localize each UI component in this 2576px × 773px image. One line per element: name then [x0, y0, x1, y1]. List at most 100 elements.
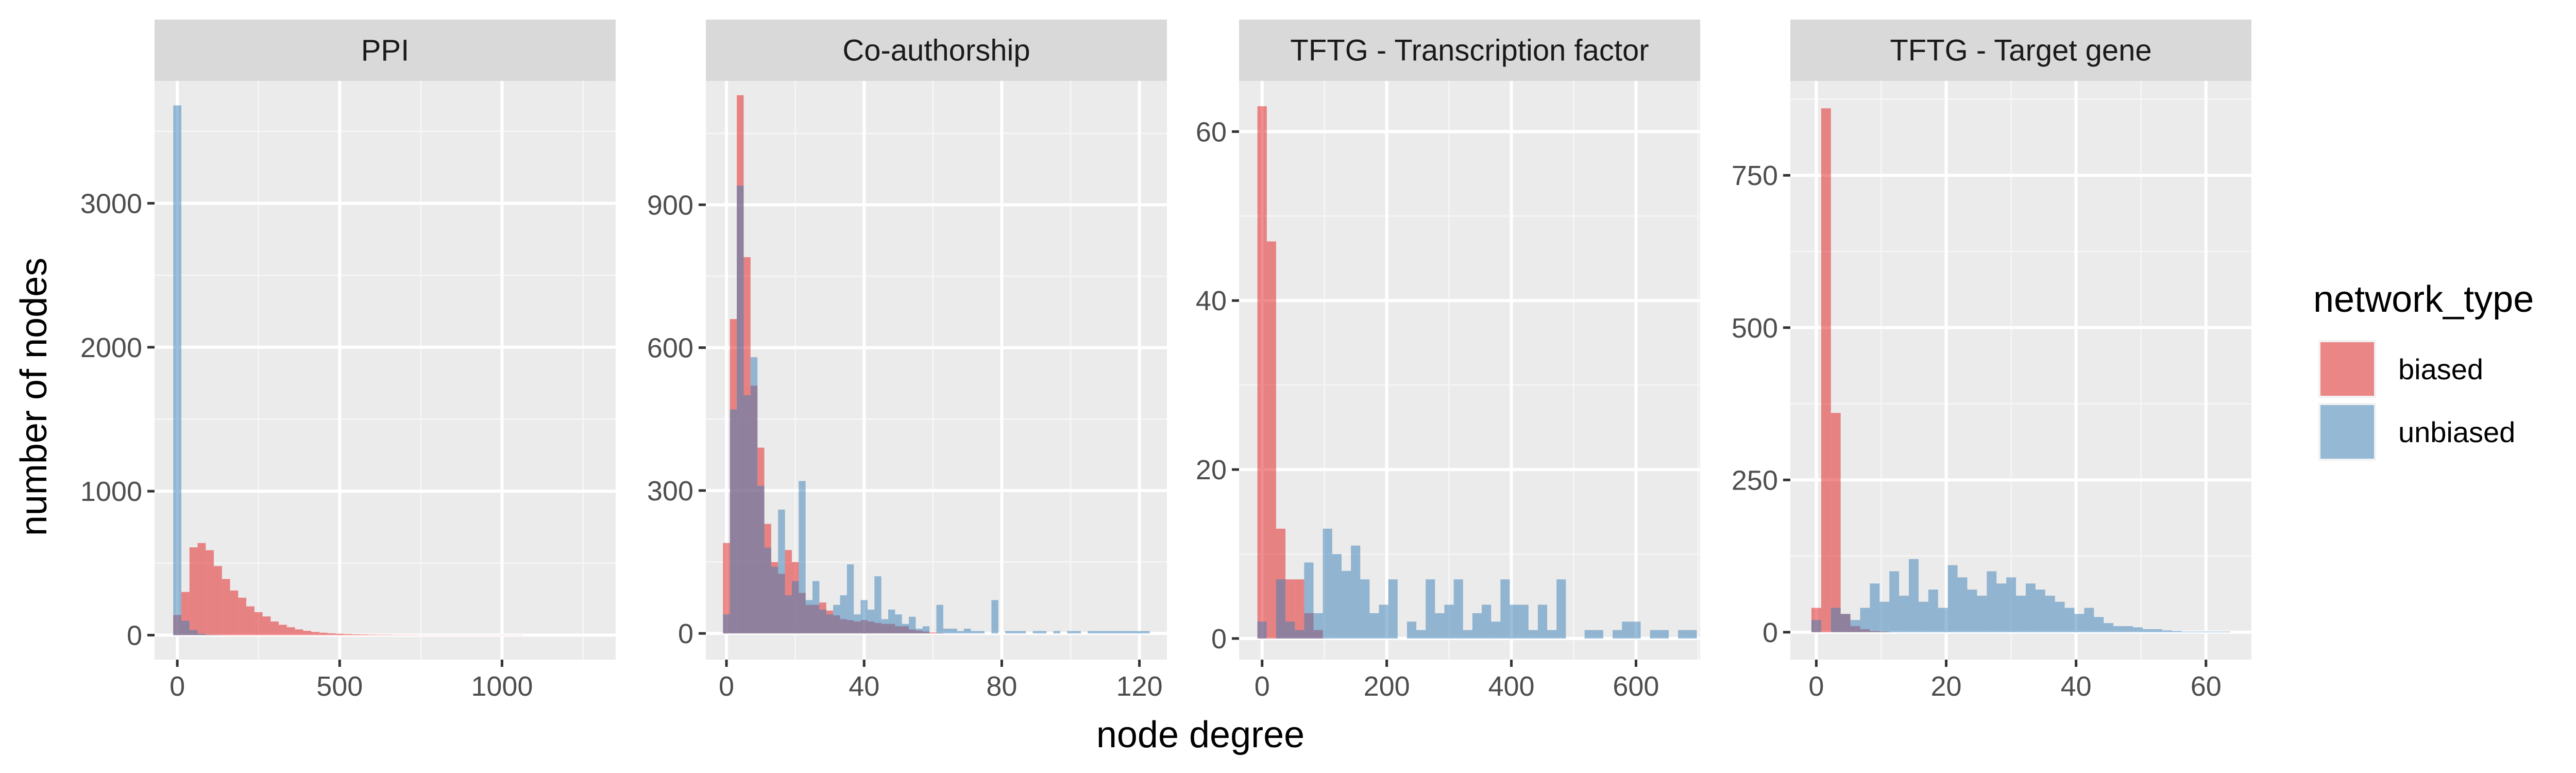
- y-tick-label: 250: [1732, 465, 1778, 496]
- legend-items: biased unbiased: [2318, 340, 2515, 461]
- histogram-bar-unbiased: [916, 628, 923, 634]
- histogram-bar-unbiased: [1463, 630, 1472, 639]
- histogram-bar-biased: [335, 633, 344, 635]
- histogram-bar-unbiased: [1687, 630, 1697, 639]
- histogram-bar-unbiased: [2016, 595, 2026, 632]
- histogram-bar-unbiased: [902, 624, 909, 634]
- x-tick-label: 1000: [471, 671, 533, 702]
- histogram-bar-unbiased: [2074, 614, 2084, 632]
- x-tick-label: 60: [2191, 671, 2222, 702]
- histogram-bar-unbiased: [791, 581, 799, 634]
- histogram-bars: [1257, 106, 1697, 639]
- histogram-bar-biased: [246, 606, 255, 635]
- histogram-bar-unbiased: [2006, 577, 2016, 632]
- histogram-bar-biased: [206, 550, 214, 635]
- y-tick-label: 900: [647, 190, 693, 221]
- histogram-bar-unbiased: [2132, 627, 2143, 632]
- histogram-bar-unbiased: [1622, 621, 1632, 639]
- histogram-bar-unbiased: [881, 619, 888, 634]
- histogram-bar-unbiased: [799, 481, 806, 634]
- histogram-bar-unbiased: [1406, 621, 1417, 639]
- histogram-bar-unbiased: [819, 609, 826, 634]
- facet-strip: [1790, 20, 2251, 81]
- histogram-bar-unbiased: [2104, 623, 2114, 632]
- histogram-bar-unbiased: [1556, 579, 1566, 639]
- histogram-bar-biased: [222, 579, 230, 635]
- histogram-bar-biased: [1831, 413, 1841, 632]
- histogram-bar-unbiased: [1870, 583, 1880, 632]
- y-tick-label: 40: [1196, 285, 1227, 316]
- histogram-bar-unbiased: [860, 600, 868, 634]
- histogram-bar-unbiased: [1482, 604, 1492, 639]
- histogram-bar-unbiased: [1594, 630, 1603, 639]
- histogram-bar-biased: [1821, 108, 1831, 632]
- legend-item-biased: biased: [2318, 340, 2483, 398]
- histogram-bar-biased: [360, 634, 368, 635]
- x-tick-label: 0: [170, 671, 185, 702]
- x-axis-title: node degree: [1096, 714, 1304, 755]
- histogram-bar-unbiased: [1631, 621, 1641, 639]
- facet-panel-4: TFTG - Target gene 0 20 40 60 0 250 500 750: [1732, 20, 2251, 702]
- histogram-bar-unbiased: [189, 630, 198, 635]
- y-tick-label: 0: [127, 620, 142, 651]
- histogram-bar-unbiased: [1977, 595, 1987, 632]
- histogram-bar-biased: [1266, 241, 1276, 639]
- y-tick-label: 500: [1732, 313, 1778, 344]
- histogram-bar-unbiased: [1088, 631, 1095, 634]
- histogram-bar-biased: [279, 625, 287, 635]
- histogram-bar-unbiased: [2172, 631, 2182, 632]
- histogram-bar-unbiased: [1108, 631, 1115, 634]
- histogram-bar-unbiased: [1491, 621, 1501, 639]
- histogram-bar-unbiased: [1115, 631, 1123, 634]
- histogram-bar-unbiased: [1909, 559, 1919, 632]
- histogram-bar-unbiased: [2035, 590, 2045, 632]
- histogram-bar-unbiased: [1129, 631, 1136, 634]
- histogram-bar-unbiased: [757, 485, 765, 634]
- legend-title: network_type: [2313, 279, 2534, 320]
- histogram-bar-unbiased: [812, 581, 820, 634]
- histogram-bar-unbiased: [2113, 626, 2124, 632]
- histogram-bar-biased: [214, 566, 222, 635]
- histogram-bar-biased: [303, 631, 312, 635]
- histogram-bar-unbiased: [805, 600, 813, 634]
- histogram-bar-biased: [286, 627, 295, 635]
- legend-swatch-unbiased: [2320, 405, 2374, 459]
- histogram-bar-unbiased: [1388, 579, 1398, 639]
- histogram-bar-unbiased: [2045, 595, 2055, 632]
- histogram-bar-unbiased: [1360, 579, 1370, 639]
- histogram-bar-unbiased: [1860, 608, 1870, 632]
- x-tick-label: 40: [849, 671, 879, 702]
- x-tick-label: 0: [719, 671, 734, 702]
- histogram-bar-unbiased: [1444, 604, 1454, 639]
- histogram-bar-unbiased: [785, 595, 792, 634]
- y-tick-label: 3000: [80, 188, 142, 219]
- histogram-bar-biased: [197, 543, 206, 635]
- histogram-bar-unbiased: [1840, 614, 1851, 632]
- histogram-bar-unbiased: [1332, 554, 1342, 639]
- x-tick-label: 600: [1613, 671, 1659, 702]
- x-tick-label: 120: [1116, 671, 1163, 702]
- histogram-bar-unbiased: [888, 609, 895, 634]
- histogram-bars: [723, 95, 1150, 634]
- histogram-bar-biased: [723, 543, 730, 634]
- histogram-bar-unbiased: [1987, 571, 1997, 632]
- facet-strip-label: TFTG - Target gene: [1890, 34, 2151, 68]
- histogram-bar-unbiased: [2152, 629, 2162, 632]
- histogram-bar-unbiased: [778, 509, 785, 634]
- histogram-bar-unbiased: [2162, 630, 2172, 632]
- histogram-bar-unbiased: [750, 357, 758, 634]
- histogram-bar-unbiased: [1122, 631, 1129, 634]
- histogram-bar-unbiased: [1547, 630, 1557, 639]
- histogram-bar-unbiased: [840, 595, 847, 634]
- y-tick-label: 0: [678, 618, 693, 649]
- histogram-bar-unbiased: [1472, 613, 1482, 639]
- histogram-bar-unbiased: [1369, 613, 1379, 639]
- facet-strip: [706, 20, 1167, 81]
- facet-strip: [1239, 20, 1700, 81]
- histogram-bar-unbiased: [2094, 617, 2104, 632]
- x-tick-label: 40: [2061, 671, 2092, 702]
- histogram-bar-biased: [368, 634, 377, 635]
- histogram-bar-biased: [262, 616, 271, 635]
- histogram-bar-unbiased: [1341, 570, 1351, 639]
